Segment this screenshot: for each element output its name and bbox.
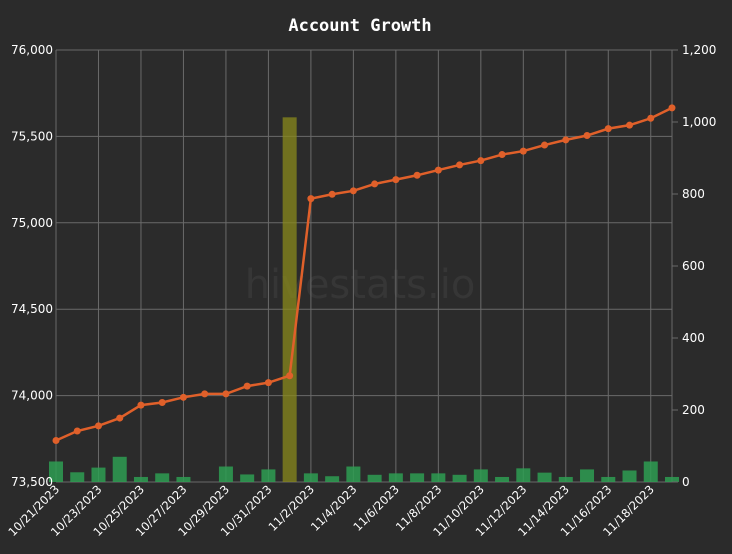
left-tick-label: 75,500	[11, 129, 53, 143]
bar	[218, 466, 233, 482]
bar	[282, 117, 297, 482]
line-point	[456, 161, 464, 169]
bar	[516, 468, 531, 482]
right-tick-label: 0	[682, 475, 690, 489]
bars	[49, 117, 679, 482]
right-tick-label: 800	[682, 187, 705, 201]
bar	[558, 476, 573, 482]
line-point	[222, 390, 230, 398]
left-y-axis: 73,500 74,000 74,500 75,000 75,500 76,000	[11, 43, 53, 489]
line-point	[349, 187, 357, 195]
right-tick-label: 1,000	[682, 115, 716, 129]
line-point	[264, 379, 272, 387]
line-point	[137, 401, 145, 409]
bar	[325, 476, 340, 482]
line-point	[73, 427, 81, 435]
line-point	[328, 190, 336, 198]
bar	[388, 473, 403, 482]
bar	[346, 466, 361, 482]
right-tick-label: 600	[682, 259, 705, 273]
bar	[537, 472, 552, 482]
bar	[133, 476, 148, 482]
line-point	[434, 166, 442, 174]
line-point	[179, 393, 187, 401]
right-y-axis: 0 200 400 600 800 1,000 1,200	[672, 43, 716, 489]
bar	[452, 474, 467, 482]
bar	[303, 473, 318, 482]
bar	[261, 469, 276, 482]
bar	[622, 470, 637, 482]
line-point	[583, 132, 591, 140]
bar	[495, 476, 510, 482]
bar	[665, 476, 679, 482]
bar	[643, 461, 658, 482]
line-point	[413, 171, 421, 179]
right-tick-label: 200	[682, 403, 705, 417]
line-point	[647, 114, 655, 122]
right-tick-label: 1,200	[682, 43, 716, 57]
line-point	[604, 125, 612, 133]
bar	[410, 473, 425, 482]
line-point	[541, 141, 549, 149]
line-point	[52, 437, 60, 445]
left-tick-label: 75,000	[11, 216, 53, 230]
bar	[367, 474, 382, 482]
chart-title: Account Growth	[288, 16, 431, 36]
left-tick-label: 73,500	[11, 475, 53, 489]
line-series	[52, 104, 676, 445]
bar	[473, 469, 488, 482]
line-point	[477, 157, 485, 165]
line-point	[243, 382, 251, 390]
bar	[70, 472, 85, 482]
bar	[176, 476, 191, 482]
left-tick-label: 76,000	[11, 43, 53, 57]
line-point	[519, 147, 527, 155]
line-point	[158, 399, 166, 407]
line-point	[626, 121, 634, 129]
line-point	[498, 151, 506, 159]
line-point	[286, 372, 294, 380]
bar	[601, 476, 616, 482]
bar	[580, 469, 595, 482]
bar	[155, 473, 170, 482]
line-point	[116, 414, 124, 422]
bar	[431, 473, 446, 482]
line-point	[668, 104, 676, 112]
line-point	[562, 136, 570, 144]
bar	[240, 474, 255, 482]
bar	[49, 461, 63, 482]
left-tick-label: 74,500	[11, 302, 53, 316]
line-point	[201, 390, 209, 398]
bar	[91, 467, 106, 482]
watermark: hivestats.io	[245, 262, 476, 308]
line-point	[94, 422, 102, 430]
left-tick-label: 74,000	[11, 389, 53, 403]
balance-line	[55, 106, 673, 442]
right-tick-label: 400	[682, 331, 705, 345]
bar	[112, 456, 127, 482]
line-point	[371, 180, 379, 188]
line-point	[392, 176, 400, 184]
x-axis: 10/21/202310/23/202310/25/202310/27/2023…	[5, 482, 657, 539]
line-point	[307, 195, 315, 203]
